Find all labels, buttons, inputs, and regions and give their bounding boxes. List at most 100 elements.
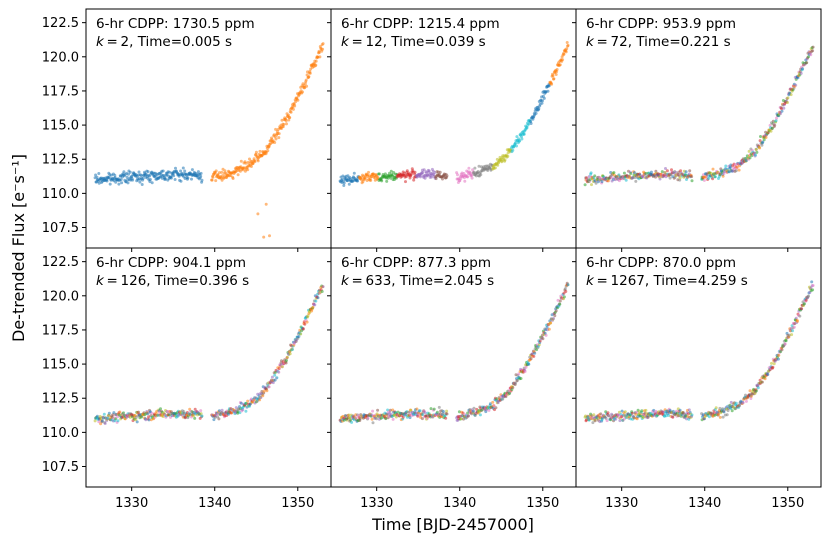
- data-point: [517, 372, 521, 376]
- data-point: [377, 172, 381, 176]
- data-point: [363, 176, 367, 180]
- outlier-point: [262, 235, 266, 239]
- data-point: [554, 73, 558, 76]
- data-point: [533, 351, 537, 355]
- panel-1: 107.5 110.0 112.5 115.0 117.5 120.0 122.5 6-hr …: [42, 8, 332, 252]
- data-point: [617, 410, 621, 414]
- x-tick-label: 1350: [526, 496, 559, 511]
- data-point: [313, 303, 317, 307]
- data-point: [760, 380, 764, 384]
- y-axis-label: De-trended Flux [e⁻s⁻¹]: [9, 154, 28, 342]
- data-point: [730, 409, 734, 413]
- data-point: [794, 83, 798, 87]
- data-point: [713, 175, 717, 179]
- data-point: [556, 298, 560, 302]
- data-point: [478, 413, 482, 417]
- data-point: [786, 96, 790, 100]
- data-point: [367, 170, 370, 174]
- data-point: [474, 174, 478, 178]
- data-point: [671, 409, 675, 413]
- data-point: [564, 290, 568, 293]
- data-point: [371, 409, 375, 413]
- data-point: [799, 71, 803, 75]
- data-point: [641, 416, 645, 420]
- data-point: [520, 137, 524, 141]
- data-point: [241, 408, 245, 412]
- scatter-points: [93, 42, 325, 239]
- data-point: [291, 348, 294, 351]
- data-point: [607, 414, 611, 418]
- data-point: [261, 394, 265, 398]
- data-point: [427, 169, 431, 173]
- data-point: [783, 342, 787, 346]
- y-tick-label: 122.5: [42, 255, 79, 270]
- data-point: [562, 295, 566, 299]
- data-point: [212, 418, 216, 422]
- data-point: [418, 409, 422, 413]
- data-point: [702, 178, 706, 182]
- data-point: [515, 378, 519, 382]
- data-point: [285, 359, 288, 362]
- panels-layer: 107.5 110.0 112.5 115.0 117.5 120.0 122.5 6-hr …: [42, 8, 822, 511]
- data-point: [707, 177, 710, 180]
- data-point: [277, 367, 281, 371]
- data-point: [779, 112, 783, 115]
- cdpp-annotation: 6-hr CDPP: 870.0 ppm: [586, 255, 736, 271]
- data-point: [285, 122, 288, 126]
- data-point: [768, 123, 772, 127]
- data-point: [131, 178, 135, 182]
- data-point: [429, 407, 433, 411]
- data-point: [690, 413, 694, 417]
- data-point: [782, 106, 786, 110]
- data-point: [150, 181, 154, 185]
- data-point: [665, 169, 669, 173]
- data-point: [545, 325, 549, 329]
- data-point: [396, 410, 400, 414]
- data-point: [118, 410, 122, 414]
- y-tick-label: 110.0: [42, 426, 79, 441]
- data-point: [718, 406, 722, 410]
- data-point: [147, 415, 151, 419]
- data-point: [784, 339, 788, 343]
- data-point: [542, 96, 546, 100]
- data-point: [445, 412, 449, 416]
- data-point: [561, 58, 565, 62]
- data-point: [95, 175, 99, 179]
- data-point: [593, 419, 597, 423]
- panel-6: 1330 1340 1350 6-hr CDPP: 870.0 ppm k = 1267…: [572, 247, 822, 511]
- data-point: [617, 413, 620, 417]
- data-point: [342, 181, 346, 185]
- y-tick-label: 122.5: [42, 16, 79, 31]
- k-time-annotation: k = 2, Time=0.005 s: [96, 34, 232, 50]
- data-point: [316, 296, 320, 300]
- data-point: [761, 140, 765, 144]
- data-point: [612, 171, 616, 175]
- data-point: [565, 47, 569, 51]
- data-point: [756, 386, 760, 390]
- data-point: [738, 404, 741, 408]
- data-point: [588, 178, 592, 182]
- data-point: [735, 165, 739, 169]
- data-point: [805, 61, 809, 65]
- data-point: [623, 410, 627, 414]
- data-point: [678, 176, 682, 180]
- data-point: [391, 417, 395, 421]
- y-tick-label: 112.5: [42, 392, 79, 407]
- data-point: [563, 287, 567, 291]
- data-point: [168, 170, 172, 174]
- data-point: [304, 78, 308, 82]
- data-point: [210, 178, 214, 182]
- data-point: [546, 89, 550, 93]
- data-point: [384, 417, 388, 421]
- data-point: [772, 362, 776, 366]
- scatter-points: [583, 280, 815, 425]
- data-point: [629, 172, 633, 175]
- data-point: [342, 184, 346, 187]
- data-point: [239, 159, 243, 163]
- data-point: [459, 417, 463, 421]
- data-point: [654, 175, 657, 179]
- data-point: [296, 98, 300, 102]
- data-point: [401, 415, 405, 419]
- data-point: [811, 284, 815, 287]
- data-point: [553, 314, 557, 318]
